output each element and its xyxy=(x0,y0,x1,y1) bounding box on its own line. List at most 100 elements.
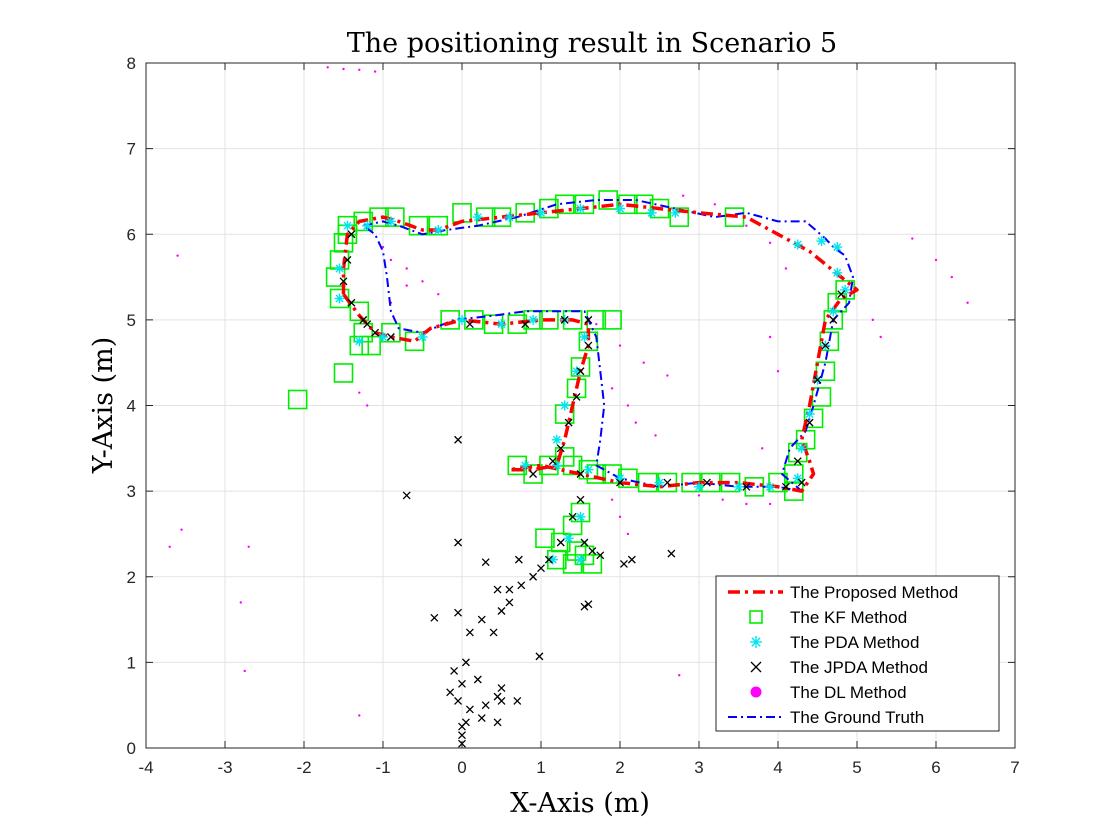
dl-point xyxy=(761,447,764,450)
pda-point xyxy=(433,224,444,235)
dl-point xyxy=(745,224,748,227)
pda-point xyxy=(385,216,396,227)
jpda-point xyxy=(742,482,751,491)
pda-point xyxy=(765,481,776,492)
dl-point xyxy=(239,601,242,604)
jpda-point xyxy=(493,585,502,594)
kf-point xyxy=(507,314,528,334)
jpda-point xyxy=(517,581,526,590)
pda-point xyxy=(615,203,625,214)
jpda-point xyxy=(477,615,486,624)
dl-point xyxy=(381,245,385,249)
jpda-point xyxy=(584,315,593,324)
dl-point xyxy=(366,404,369,407)
pda-point xyxy=(694,481,704,492)
pda-point xyxy=(832,242,843,253)
dl-point xyxy=(358,714,361,717)
legend-label: The Proposed Method xyxy=(790,583,958,602)
jpda-point xyxy=(446,688,455,697)
jpda-point xyxy=(454,696,463,705)
jpda-point xyxy=(477,714,486,722)
jpda-point xyxy=(481,558,490,567)
jpda-point xyxy=(343,255,352,264)
dl-point xyxy=(768,335,772,339)
legend-label: The PDA Method xyxy=(790,633,919,652)
jpda-point xyxy=(505,598,514,607)
dl-point xyxy=(721,498,724,501)
dl-point xyxy=(618,344,622,347)
dl-point xyxy=(405,267,408,270)
legend-label: The KF Method xyxy=(790,608,907,627)
dl-point xyxy=(784,267,788,270)
jpda-point xyxy=(535,652,544,661)
jpda-point xyxy=(430,613,439,622)
dl-point xyxy=(768,502,772,506)
kf-point xyxy=(353,211,374,232)
dl-point xyxy=(168,545,171,548)
jpda-point xyxy=(458,731,466,740)
jpda-point xyxy=(619,559,628,568)
kf-point xyxy=(578,459,599,480)
x-axis-label: X-Axis (m) xyxy=(510,788,650,819)
kf-point xyxy=(349,301,370,322)
jpda-point xyxy=(829,315,838,324)
jpda-point xyxy=(513,696,522,705)
jpda-point xyxy=(529,572,538,581)
kf-point xyxy=(523,310,543,330)
dl-point xyxy=(966,301,969,304)
dl-point xyxy=(678,674,681,677)
jpda-point xyxy=(497,607,506,615)
kf-point xyxy=(546,549,567,570)
kf-point xyxy=(539,198,559,219)
x-tick-label: -4 xyxy=(138,758,153,777)
dl-point xyxy=(911,237,914,240)
x-tick-label: -3 xyxy=(217,758,232,777)
dl-point xyxy=(713,203,716,206)
jpda-point xyxy=(576,495,585,504)
kf-point xyxy=(586,310,607,330)
jpda-point xyxy=(402,491,411,500)
jpda-point xyxy=(454,608,463,617)
jpda-point xyxy=(347,298,356,307)
jpda-point xyxy=(556,538,565,547)
dl-point xyxy=(595,322,598,326)
pda-point xyxy=(796,443,807,454)
dl-point xyxy=(405,284,408,287)
x-tick-label: 7 xyxy=(1010,758,1019,777)
dl-point xyxy=(358,391,361,394)
legend-sample-jpda xyxy=(750,661,762,673)
jpda-point xyxy=(572,392,581,401)
pda-point xyxy=(840,284,851,295)
jpda-point xyxy=(454,435,463,444)
jpda-point xyxy=(493,718,502,727)
jpda-point xyxy=(450,666,459,675)
dl-point xyxy=(626,532,630,536)
jpda-point xyxy=(576,367,585,376)
kf-point xyxy=(574,194,595,215)
legend-sample-pda xyxy=(750,636,762,648)
legend-box xyxy=(715,575,1000,732)
jpda-point xyxy=(514,555,523,564)
jpda-point xyxy=(339,277,348,286)
dl-point xyxy=(610,387,614,390)
y-tick-label: 6 xyxy=(127,225,136,244)
jpda-point xyxy=(793,457,802,466)
dl-point xyxy=(950,275,953,279)
pda-point xyxy=(504,212,515,223)
jpda-point xyxy=(461,658,470,667)
jpda-point xyxy=(663,478,672,487)
jpda-point xyxy=(781,482,790,491)
kf-point xyxy=(554,447,575,467)
x-tick-label: 4 xyxy=(773,758,782,777)
dl-point xyxy=(768,241,772,245)
pda-point xyxy=(575,511,586,522)
x-tick-label: 2 xyxy=(615,758,624,777)
legend: The Proposed Method The KF Method The PDA … xyxy=(715,575,1000,732)
jpda-point xyxy=(473,675,482,684)
dl-point xyxy=(618,515,622,519)
jpda-point xyxy=(489,628,498,637)
kf-point xyxy=(539,310,559,330)
jpda-point xyxy=(627,555,636,564)
kf-point xyxy=(602,464,622,484)
pda-point xyxy=(536,207,546,218)
